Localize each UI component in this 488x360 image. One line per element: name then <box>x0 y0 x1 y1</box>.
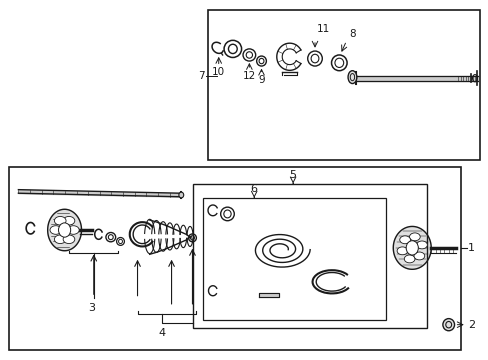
Circle shape <box>63 216 75 225</box>
Circle shape <box>67 226 79 234</box>
Text: 12: 12 <box>242 71 255 81</box>
Text: 10: 10 <box>212 67 225 77</box>
Circle shape <box>63 235 75 244</box>
Text: 6: 6 <box>250 184 257 194</box>
Circle shape <box>408 233 419 241</box>
Text: 2: 2 <box>467 320 474 330</box>
Text: 5: 5 <box>289 170 296 180</box>
Circle shape <box>54 235 66 244</box>
Text: 3: 3 <box>88 303 95 313</box>
Circle shape <box>399 236 409 244</box>
Text: 8: 8 <box>348 29 355 39</box>
Bar <box>9 167 460 350</box>
Polygon shape <box>48 209 81 251</box>
Bar <box>203 198 385 320</box>
Ellipse shape <box>406 241 417 255</box>
Circle shape <box>416 241 427 249</box>
Circle shape <box>413 252 424 260</box>
Ellipse shape <box>59 223 71 237</box>
Circle shape <box>50 226 61 234</box>
Text: 1: 1 <box>467 243 474 253</box>
Text: 11: 11 <box>316 23 329 33</box>
Circle shape <box>54 216 66 225</box>
Ellipse shape <box>347 71 356 84</box>
Bar <box>193 184 426 328</box>
Bar <box>207 10 479 160</box>
Ellipse shape <box>442 319 454 331</box>
Text: 9: 9 <box>258 75 264 85</box>
Text: 7: 7 <box>198 71 204 81</box>
Circle shape <box>396 247 407 255</box>
Polygon shape <box>62 209 80 251</box>
Circle shape <box>404 255 414 263</box>
Text: 4: 4 <box>158 328 165 338</box>
Polygon shape <box>392 226 430 269</box>
Ellipse shape <box>179 192 183 198</box>
